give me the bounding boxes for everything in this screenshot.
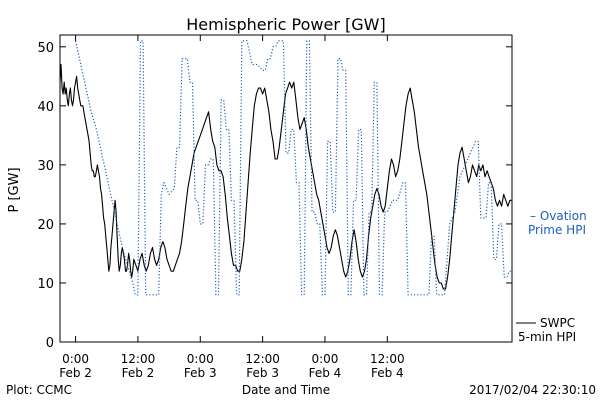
x-tick-time: 0:00 — [62, 352, 89, 366]
x-tick-date: Feb 4 — [371, 366, 404, 380]
footer-right: 2017/02/04 22:30:10 — [469, 383, 596, 397]
x-tick-date: Feb 4 — [309, 366, 342, 380]
y-tick-label: 50 — [37, 41, 54, 56]
x-tick-date: Feb 3 — [184, 366, 217, 380]
x-tick-time: 12:00 — [121, 352, 156, 366]
plot-frame — [59, 34, 513, 343]
footer-left: Plot: CCMC — [6, 383, 72, 397]
x-tick-date: Feb 2 — [59, 366, 92, 380]
chart-title: Hemispheric Power [GW] — [186, 15, 385, 34]
x-axis-label: Date and Time — [242, 383, 330, 397]
y-tick-label: 10 — [37, 277, 54, 292]
plot-area — [59, 34, 513, 343]
x-tick-time: 12:00 — [370, 352, 405, 366]
y-tick-label: 40 — [37, 100, 54, 115]
series-swpc-line — [59, 63, 512, 290]
y-tick-label: 20 — [37, 218, 54, 233]
y-tick-label: 0 — [46, 336, 54, 351]
series-ovation-line — [75, 40, 512, 296]
legend-swpc-line1: SWPC — [540, 316, 575, 330]
legend-swpc: SWPC 5-min HPI — [516, 316, 576, 344]
x-tick-time: 0:00 — [187, 352, 214, 366]
x-tick-date: Feb 2 — [122, 366, 155, 380]
y-axis-label: P [GW] — [7, 167, 22, 212]
x-tick-time: 0:00 — [311, 352, 338, 366]
legend-ovation: – Ovation Prime HPI — [528, 209, 587, 237]
series-layer — [59, 40, 512, 296]
legend-ovation-line1: – Ovation — [530, 209, 587, 223]
x-tick-date: Feb 3 — [246, 366, 279, 380]
y-tick-label: 30 — [37, 159, 54, 174]
legend-swpc-line2: 5-min HPI — [518, 330, 576, 344]
legend-ovation-line2: Prime HPI — [528, 223, 586, 237]
x-tick-time: 12:00 — [245, 352, 280, 366]
y-axis: 0 10 20 30 40 50 — [37, 41, 512, 351]
